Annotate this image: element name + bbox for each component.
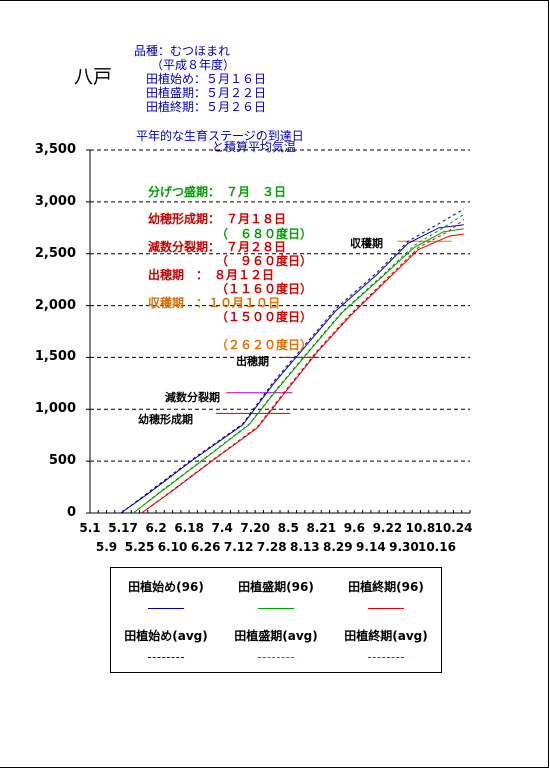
- xtick-label: 5.1: [79, 521, 101, 535]
- xtick-label: 8.29: [323, 540, 353, 554]
- annotation-harvest-date: 収穫期 ：１０月１０日: [148, 296, 281, 310]
- ytick-label: 0: [66, 505, 76, 520]
- legend-swatch-start-96: [148, 608, 184, 609]
- annotation-meiosis-date: 減数分裂期： ７月２８日: [148, 240, 287, 254]
- ytick-label: 1,500: [34, 349, 76, 365]
- legend-label-end-96: 田植終期(96): [348, 580, 424, 594]
- annotation-tillering-gdd: （ ６８０度日）: [216, 227, 313, 241]
- series-line-3: [120, 208, 465, 514]
- xtick-label: 9.30: [389, 540, 419, 554]
- xtick-label: 9.6: [343, 521, 365, 535]
- legend-swatch-end-96: [368, 608, 404, 609]
- xtick-label: 5.25: [124, 540, 155, 554]
- xtick-label: 6.18: [174, 521, 204, 535]
- legend-swatch-end-avg: [368, 657, 404, 658]
- ytick-label: 3,000: [34, 193, 76, 209]
- xtick-label: 8.5: [277, 521, 299, 535]
- label-heading: 出穂期: [236, 355, 269, 368]
- legend-swatch-peak-96: [258, 608, 294, 609]
- legend-swatch-start-avg: [148, 657, 184, 658]
- legend: 田植始め(96) 田植盛期(96) 田植終期(96) 田植始め(avg) 田植盛…: [110, 567, 442, 673]
- annotation-heading-date: 出穂期 ： ８月１２日: [148, 268, 275, 282]
- xtick-label: 8.13: [289, 540, 320, 554]
- label-panicle-initiation: 幼穂形成期: [138, 413, 193, 426]
- ytick-label: 1,000: [34, 401, 76, 417]
- xtick-label: 6.26: [190, 540, 221, 554]
- annotation-panicle-initiation-gdd: （ ９６０度日）: [216, 254, 313, 268]
- ytick-label: 2,500: [34, 245, 76, 261]
- xtick-label: 7.28: [256, 540, 287, 554]
- ytick-label: 2,000: [34, 297, 76, 313]
- label-harvest: 収穫期: [350, 237, 383, 250]
- label-meiosis: 減数分裂期: [165, 391, 220, 404]
- annotation-panicle-initiation: 幼穂形成期： ７月１８日 （ ９６０度日）: [148, 184, 312, 282]
- annotation-heading-gdd: （１５００度日）: [216, 310, 313, 324]
- xtick-label: 5.9: [95, 540, 118, 554]
- legend-label-start-avg: 田植始め(avg): [124, 629, 208, 643]
- legend-swatch-peak-avg: [258, 657, 294, 658]
- xtick-label: 9.22: [372, 521, 403, 535]
- annotation-harvest-gdd: （２６２０度日）: [216, 338, 313, 352]
- annotation-tillering: 分げつ盛期： ７月 ３日 （ ６８０度日）: [148, 157, 312, 255]
- xtick-label: 10.24: [434, 521, 473, 535]
- planting-end: 田植終期：５月２６日: [146, 100, 267, 114]
- xtick-label: 7.12: [223, 540, 254, 554]
- annotation-tillering-date: 分げつ盛期： ７月 ３日: [148, 185, 287, 199]
- legend-label-peak-avg: 田植盛期(avg): [234, 629, 318, 643]
- xtick-label: 7.4: [211, 521, 233, 535]
- xtick-label: 10.8: [405, 521, 436, 535]
- planting-start: 田植始め：５月１６日: [146, 72, 267, 86]
- series-line-4: [133, 213, 465, 514]
- legend-label-peak-96: 田植盛期(96): [238, 580, 314, 594]
- xtick-label: 5.17: [108, 521, 138, 535]
- annotation-meiosis: 減数分裂期： ７月２８日 （１１６０度日）: [148, 212, 312, 310]
- series-line-2: [141, 233, 464, 514]
- fiscal-year: （平成８年度）: [151, 58, 236, 72]
- location-title: 八戸: [74, 66, 113, 88]
- xtick-label: 6.10: [157, 540, 188, 554]
- annotation-meiosis-gdd: （１１６０度日）: [216, 282, 313, 296]
- chart-title-line1: 平年的な生育ステージの到達日: [136, 129, 304, 143]
- legend-label-start-96: 田植始め(96): [128, 580, 204, 594]
- ytick-label: 3,500: [34, 142, 76, 157]
- annotation-panicle-initiation-date: 幼穂形成期： ７月１８日: [148, 212, 287, 226]
- ytick-label: 500: [48, 453, 76, 469]
- series-line-0: [120, 224, 464, 514]
- series-line-5: [141, 219, 465, 514]
- variety-name: 品種：むつほまれ: [134, 44, 231, 58]
- planting-peak: 田植盛期：５月２２日: [146, 86, 267, 100]
- legend-label-end-avg: 田植終期(avg): [344, 629, 428, 643]
- annotation-harvest: 収穫期 ：１０月１０日 （２６２０度日）: [148, 268, 312, 366]
- xtick-label: 8.21: [306, 521, 337, 535]
- xtick-label: 9.14: [356, 540, 386, 554]
- annotation-heading: 出穂期 ： ８月１２日 （１５００度日）: [148, 240, 312, 338]
- xtick-label: 10.16: [417, 540, 456, 554]
- xtick-label: 7.20: [240, 521, 271, 535]
- xtick-label: 6.2: [145, 521, 167, 535]
